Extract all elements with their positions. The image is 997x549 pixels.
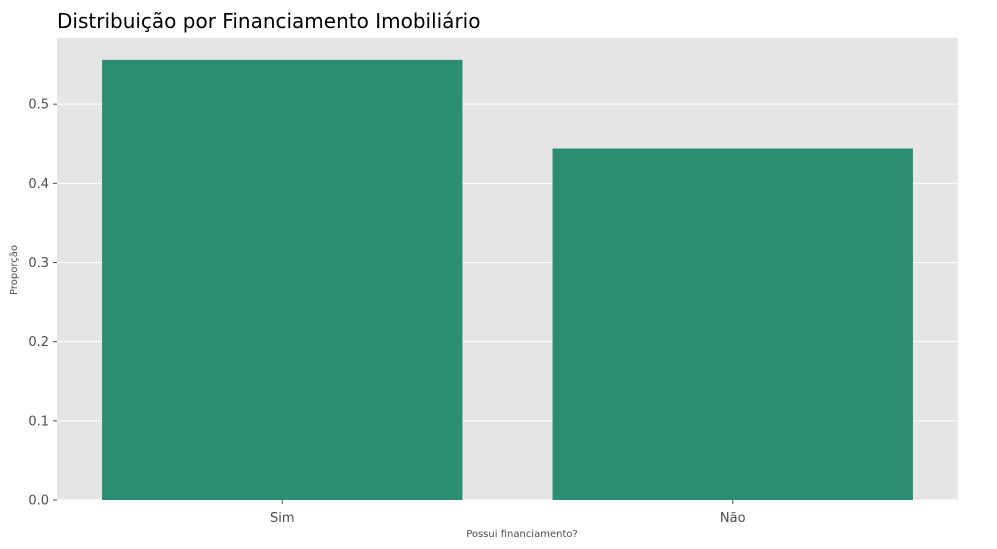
x-axis-ticks: Sim Não <box>270 500 746 526</box>
y-tick-label: 0.5 <box>28 98 49 113</box>
y-axis-label: Proporção <box>9 245 20 295</box>
x-axis-label: Possui financiamento? <box>466 529 578 540</box>
bar-1 <box>552 148 913 500</box>
y-tick-label: 0.0 <box>28 494 49 509</box>
bar-0 <box>102 59 463 500</box>
y-axis-ticks: 0.0 0.1 0.2 0.3 0.4 0.5 <box>28 98 57 509</box>
x-tick-label: Não <box>720 511 746 526</box>
y-tick-label: 0.4 <box>28 177 49 192</box>
x-tick-label: Sim <box>270 511 295 526</box>
y-tick-label: 0.3 <box>28 256 49 271</box>
y-tick-label: 0.2 <box>28 335 49 350</box>
y-tick-label: 0.1 <box>28 414 49 429</box>
bars <box>102 59 913 500</box>
chart-title: Distribuição por Financiamento Imobiliár… <box>57 9 480 33</box>
